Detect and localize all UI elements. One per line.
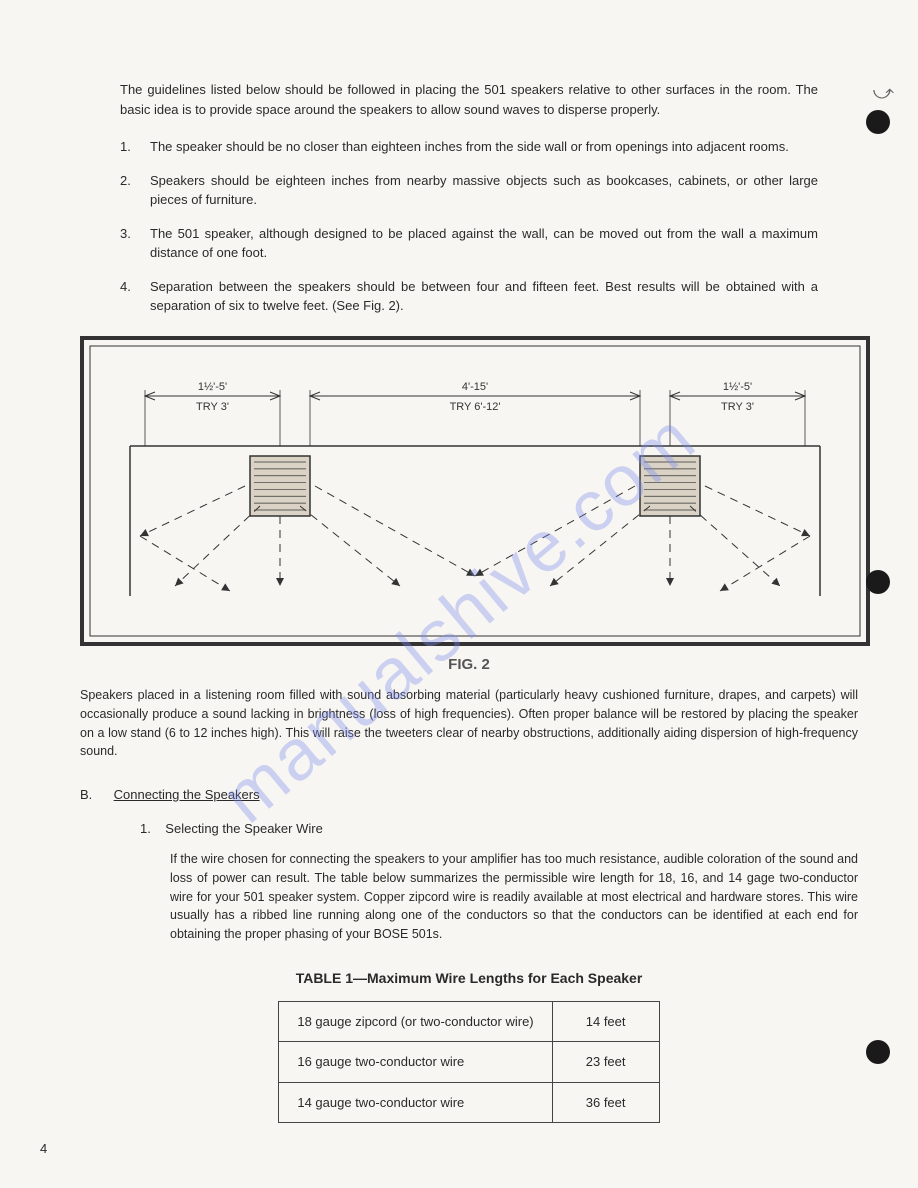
list-number: 4. xyxy=(120,277,150,316)
guidelines-list: 1.The speaker should be no closer than e… xyxy=(120,137,818,316)
list-text: The 501 speaker, although designed to be… xyxy=(150,224,818,263)
manual-page: ⤻ manualshive.com The guidelines listed … xyxy=(0,0,918,1188)
svg-text:TRY 3': TRY 3' xyxy=(196,401,229,413)
page-number: 4 xyxy=(40,1139,47,1159)
intro-paragraph: The guidelines listed below should be fo… xyxy=(120,80,818,119)
wire-length-table: 18 gauge zipcord (or two-conductor wire)… xyxy=(278,1001,659,1124)
list-text: The speaker should be no closer than eig… xyxy=(150,137,818,157)
hole-punch-icon xyxy=(866,110,890,134)
page-curl-mark: ⤻ xyxy=(873,78,894,108)
svg-text:1½'-5': 1½'-5' xyxy=(723,381,752,393)
guideline-item: 2.Speakers should be eighteen inches fro… xyxy=(120,171,818,210)
table-title: TABLE 1—Maximum Wire Lengths for Each Sp… xyxy=(80,968,858,989)
subsection-body: If the wire chosen for connecting the sp… xyxy=(170,850,858,944)
gauge-cell: 14 gauge two-conductor wire xyxy=(279,1082,552,1123)
list-text: Separation between the speakers should b… xyxy=(150,277,818,316)
svg-text:TRY 3': TRY 3' xyxy=(721,401,754,413)
svg-text:1½'-5': 1½'-5' xyxy=(198,381,227,393)
guideline-item: 4.Separation between the speakers should… xyxy=(120,277,818,316)
table-row: 14 gauge two-conductor wire 36 feet xyxy=(279,1082,659,1123)
list-number: 3. xyxy=(120,224,150,263)
section-b-heading: B. Connecting the Speakers xyxy=(80,785,858,805)
list-text: Speakers should be eighteen inches from … xyxy=(150,171,818,210)
guideline-item: 3.The 501 speaker, although designed to … xyxy=(120,224,818,263)
length-cell: 36 feet xyxy=(552,1082,659,1123)
subsection-heading: 1. Selecting the Speaker Wire xyxy=(140,819,858,839)
table-row: 18 gauge zipcord (or two-conductor wire)… xyxy=(279,1001,659,1042)
section-title: Connecting the Speakers xyxy=(114,787,260,802)
length-cell: 14 feet xyxy=(552,1001,659,1042)
svg-text:TRY 6'-12': TRY 6'-12' xyxy=(450,401,501,413)
svg-text:4'-15': 4'-15' xyxy=(462,381,488,393)
hole-punch-icon xyxy=(866,1040,890,1064)
length-cell: 23 feet xyxy=(552,1042,659,1083)
subsection-number: 1. xyxy=(140,821,151,836)
guideline-item: 1.The speaker should be no closer than e… xyxy=(120,137,818,157)
gauge-cell: 18 gauge zipcord (or two-conductor wire) xyxy=(279,1001,552,1042)
after-figure-paragraph: Speakers placed in a listening room fill… xyxy=(80,686,858,761)
speaker-placement-diagram: 1½'-5' TRY 3' 4'-15' TRY 6'-12' 1½'-5' TRY 3' xyxy=(80,336,870,646)
section-label: B. xyxy=(80,785,110,805)
figure-caption: FIG. 2 xyxy=(80,654,858,677)
hole-punch-icon xyxy=(866,570,890,594)
figure-2: 1½'-5' TRY 3' 4'-15' TRY 6'-12' 1½'-5' TRY 3' xyxy=(80,336,858,646)
gauge-cell: 16 gauge two-conductor wire xyxy=(279,1042,552,1083)
subsection-title: Selecting the Speaker Wire xyxy=(165,821,323,836)
list-number: 1. xyxy=(120,137,150,157)
list-number: 2. xyxy=(120,171,150,210)
table-row: 16 gauge two-conductor wire 23 feet xyxy=(279,1042,659,1083)
